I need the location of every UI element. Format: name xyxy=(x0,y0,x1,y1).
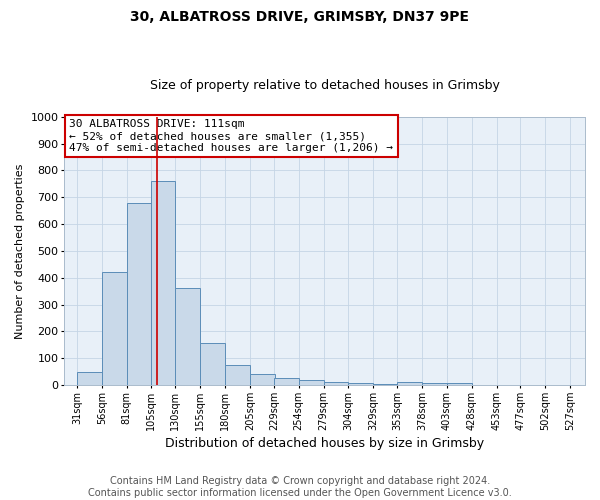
Bar xyxy=(175,288,200,385)
Text: 30 ALBATROSS DRIVE: 111sqm
← 52% of detached houses are smaller (1,355)
47% of s: 30 ALBATROSS DRIVE: 111sqm ← 52% of deta… xyxy=(70,120,394,152)
Title: Size of property relative to detached houses in Grimsby: Size of property relative to detached ho… xyxy=(149,79,499,92)
Bar xyxy=(274,378,299,385)
X-axis label: Distribution of detached houses by size in Grimsby: Distribution of detached houses by size … xyxy=(165,437,484,450)
Bar xyxy=(397,382,422,385)
Bar xyxy=(250,374,275,385)
Bar xyxy=(127,202,152,385)
Bar xyxy=(323,382,349,385)
Bar xyxy=(422,383,447,385)
Bar xyxy=(373,384,398,385)
Text: Contains HM Land Registry data © Crown copyright and database right 2024.
Contai: Contains HM Land Registry data © Crown c… xyxy=(88,476,512,498)
Bar xyxy=(349,383,373,385)
Bar xyxy=(77,372,102,385)
Y-axis label: Number of detached properties: Number of detached properties xyxy=(15,163,25,338)
Text: 30, ALBATROSS DRIVE, GRIMSBY, DN37 9PE: 30, ALBATROSS DRIVE, GRIMSBY, DN37 9PE xyxy=(131,10,470,24)
Bar xyxy=(151,181,175,385)
Bar xyxy=(102,272,127,385)
Bar xyxy=(225,365,250,385)
Bar xyxy=(299,380,323,385)
Bar xyxy=(447,383,472,385)
Bar xyxy=(200,344,225,385)
